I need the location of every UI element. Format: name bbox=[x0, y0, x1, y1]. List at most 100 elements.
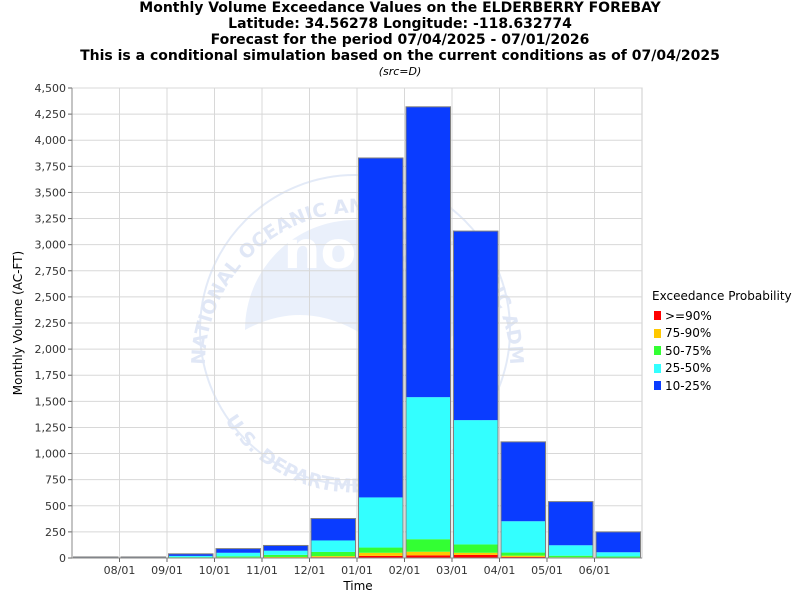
chart-subtitle-period: Forecast for the period 07/04/2025 - 07/… bbox=[210, 32, 590, 48]
legend-label: >=90% bbox=[665, 308, 712, 323]
y-axis-label: Monthly Volume (AC-FT) bbox=[11, 251, 25, 395]
x-tick-label: 04/01 bbox=[484, 564, 516, 577]
legend-item-50-75: 50-75% bbox=[652, 342, 792, 360]
y-tick-label: 250 bbox=[45, 526, 66, 539]
bar-segment bbox=[168, 555, 213, 558]
bar-segment bbox=[263, 554, 308, 557]
bar-segment bbox=[406, 539, 451, 552]
x-tick-label: 05/01 bbox=[531, 564, 563, 577]
x-tick-label: 11/01 bbox=[246, 564, 278, 577]
chart-source-note: (src=D) bbox=[378, 65, 422, 78]
legend-label: 10-25% bbox=[665, 378, 712, 393]
bar-segment bbox=[501, 441, 546, 522]
y-tick-label: 2,250 bbox=[35, 317, 67, 330]
y-tick-label: 750 bbox=[45, 474, 66, 487]
chart-title-block: Monthly Volume Exceedance Values on the … bbox=[0, 0, 800, 79]
bar-segment bbox=[358, 157, 403, 498]
x-tick-label: 10/01 bbox=[199, 564, 231, 577]
y-tick-label: 1,500 bbox=[35, 395, 67, 408]
bar-segment bbox=[596, 531, 641, 553]
legend-swatch bbox=[654, 381, 661, 391]
y-tick-label: 4,000 bbox=[35, 134, 67, 147]
bar-segment bbox=[453, 552, 498, 555]
bar-segment bbox=[263, 550, 308, 555]
bar-segment bbox=[501, 555, 546, 557]
legend-swatch bbox=[654, 328, 661, 338]
legend-item-25-50: 25-50% bbox=[652, 360, 792, 378]
chart-legend: Exceedance Probability >=90% 75-90% 50-7… bbox=[652, 289, 792, 395]
bar-segment bbox=[358, 497, 403, 548]
legend-title: Exceedance Probability bbox=[652, 289, 792, 303]
x-tick-label: 09/01 bbox=[151, 564, 183, 577]
bar-segment bbox=[216, 556, 261, 558]
y-tick-label: 0 bbox=[59, 552, 66, 565]
bar-segment bbox=[263, 545, 308, 551]
chart-subtitle-location: Latitude: 34.56278 Longitude: -118.63277… bbox=[228, 16, 572, 32]
bar-segment bbox=[168, 553, 213, 556]
bar-segment bbox=[501, 552, 546, 556]
legend-item-75-90: 75-90% bbox=[652, 325, 792, 343]
x-axis-label: Time bbox=[342, 579, 372, 593]
y-tick-label: 3,250 bbox=[35, 213, 67, 226]
x-tick-label: 03/01 bbox=[436, 564, 468, 577]
legend-label: 25-50% bbox=[665, 361, 712, 376]
y-tick-label: 2,500 bbox=[35, 291, 67, 304]
bar-segment bbox=[311, 540, 356, 552]
bar-segment bbox=[548, 501, 593, 546]
noaa-logo-text: noaa bbox=[284, 221, 427, 281]
chart-bars bbox=[73, 106, 641, 559]
bar-segment bbox=[311, 556, 356, 558]
y-tick-label: 1,000 bbox=[35, 448, 67, 461]
x-tick-label: 12/01 bbox=[294, 564, 326, 577]
y-tick-label: 500 bbox=[45, 500, 66, 513]
bar-segment bbox=[548, 555, 593, 558]
y-tick-label: 2,000 bbox=[35, 343, 67, 356]
bar-segment bbox=[216, 552, 261, 557]
bar-segment bbox=[358, 552, 403, 556]
x-tick-label: 02/01 bbox=[389, 564, 421, 577]
chart-subtitle-conditions: This is a conditional simulation based o… bbox=[80, 48, 720, 64]
y-tick-label: 3,750 bbox=[35, 160, 67, 173]
legend-item-10-25: 10-25% bbox=[652, 377, 792, 395]
legend-swatch bbox=[654, 346, 661, 356]
noaa-seal-circle bbox=[199, 174, 511, 486]
bar-segment bbox=[453, 231, 498, 421]
bar-segment bbox=[311, 518, 356, 541]
y-tick-label: 4,250 bbox=[35, 108, 67, 121]
chart-grid bbox=[71, 87, 643, 559]
bar-segment bbox=[548, 545, 593, 556]
legend-swatch bbox=[654, 311, 661, 321]
y-tick-label: 1,750 bbox=[35, 369, 67, 382]
x-tick-label: 08/01 bbox=[104, 564, 136, 577]
legend-swatch bbox=[654, 363, 661, 373]
bar-segment bbox=[453, 544, 498, 553]
bar-segment bbox=[406, 106, 451, 398]
y-tick-label: 3,000 bbox=[35, 239, 67, 252]
bar-segment bbox=[406, 551, 451, 556]
y-tick-label: 1,250 bbox=[35, 421, 67, 434]
bar-segment bbox=[358, 547, 403, 553]
x-tick-label: 06/01 bbox=[579, 564, 611, 577]
legend-label: 75-90% bbox=[665, 326, 712, 341]
bar-segment bbox=[406, 555, 451, 558]
bar-segment bbox=[263, 556, 308, 558]
x-tick-label: 01/01 bbox=[341, 564, 373, 577]
bar-segment bbox=[501, 556, 546, 558]
y-tick-label: 2,750 bbox=[35, 265, 67, 278]
bar-segment bbox=[358, 555, 403, 558]
bar-segment bbox=[406, 397, 451, 540]
chart-axes: 0 250 500 750 1,000 1,250 1,500 1,750 2,000 2,250… bbox=[35, 82, 642, 577]
legend-item-ge90: >=90% bbox=[652, 307, 792, 325]
bar-segment bbox=[453, 554, 498, 558]
bar-segment bbox=[501, 521, 546, 553]
legend-label: 50-75% bbox=[665, 343, 712, 358]
bar-segment bbox=[311, 551, 356, 557]
bar-segment bbox=[216, 548, 261, 553]
bar-segment bbox=[596, 552, 641, 557]
bar-segment bbox=[453, 420, 498, 545]
y-tick-label: 4,500 bbox=[35, 82, 67, 95]
chart-title: Monthly Volume Exceedance Values on the … bbox=[139, 0, 661, 16]
y-tick-label: 3,500 bbox=[35, 186, 67, 199]
bar-segment bbox=[596, 556, 641, 558]
